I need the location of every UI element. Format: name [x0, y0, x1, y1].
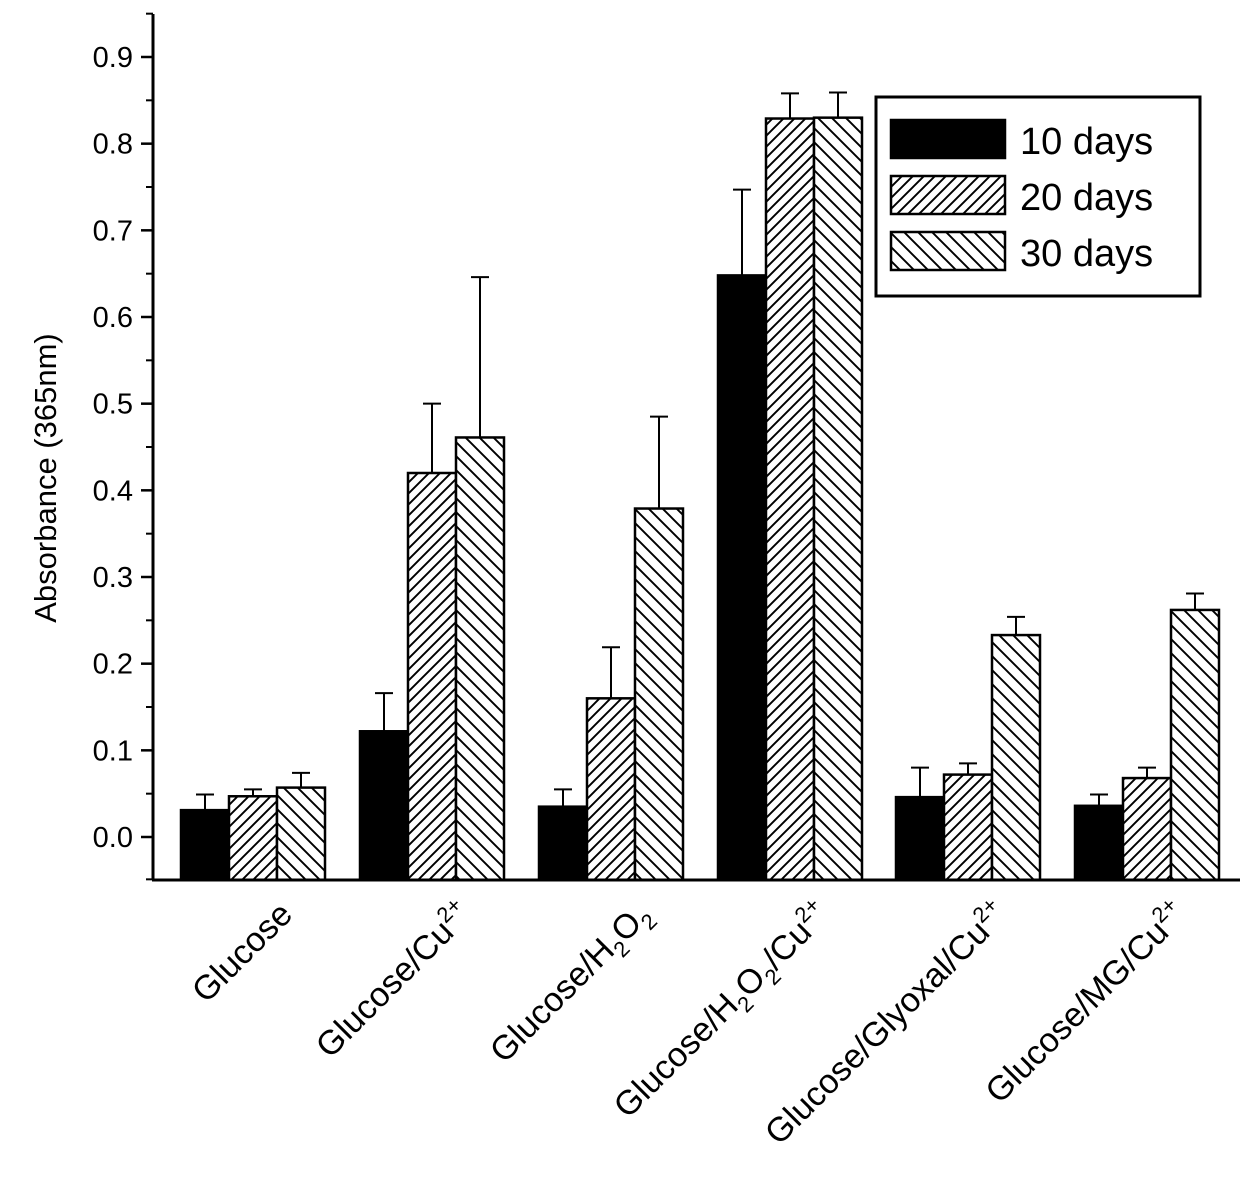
bar-glucose-h2o2-cu-s1: [716, 274, 768, 882]
category-label-glucose-h2o2: Glucose/H2O2: [483, 895, 662, 1074]
bar-glucose-mg-cu-s3: [1169, 608, 1221, 882]
y-tick-label: 0.6: [93, 302, 133, 334]
bar-glucose-mg-cu-s2: [1121, 776, 1173, 882]
bar-glucose-cu-s2: [406, 471, 458, 882]
legend-label-s1: 10 days: [1020, 121, 1153, 163]
y-tick-label: 0.9: [93, 42, 133, 74]
y-tick-label: 0.4: [93, 475, 133, 507]
category-label-part: Glucose/Cu: [309, 913, 461, 1065]
category-label-part: Glucose/MG/Cu: [978, 913, 1176, 1111]
category-labels: Glucose Glucose/Cu2+Glucose/H2O2Glucose/H…: [185, 892, 1193, 1152]
bar-glucose-s3: [275, 786, 327, 882]
category-label-glucose-mg-cu: Glucose/MG/Cu2+: [975, 892, 1193, 1110]
bar-glucose-s2: [227, 795, 279, 882]
y-axis-ticks: 0.0 0.1 0.2 0.3 0.4 0.5 0.6 0.7 0.8 0.9: [93, 12, 153, 881]
legend-label-s3: 30 days: [1020, 233, 1153, 275]
legend: 10 days 20 days 30 days: [874, 95, 1202, 298]
category-label-part: Glucose: [185, 895, 300, 1010]
category-label-glucose: Glucose: [185, 895, 300, 1010]
bars: [179, 116, 1221, 882]
y-tick-label: 0.7: [93, 215, 133, 247]
bar-glucose-h2o2-cu-s3: [812, 116, 864, 882]
legend-swatch-s1: [889, 118, 1007, 160]
y-axis-title: Absorbance (365nm): [28, 333, 63, 623]
bar-glucose-cu-s3: [454, 436, 506, 882]
bar-glucose-h2o2-cu-s2: [764, 117, 816, 882]
bar-glucose-mg-cu-s1: [1073, 804, 1125, 882]
error-bars: [196, 91, 1204, 811]
legend-swatch-s2: [889, 174, 1007, 216]
bar-glucose-cu-s1: [358, 730, 410, 882]
bar-glucose-glyoxal-cu-s3: [990, 633, 1042, 882]
category-label-part: Glucose/H: [607, 986, 746, 1125]
bar-glucose-glyoxal-cu-s1: [894, 795, 946, 882]
bar-glucose-s1: [179, 808, 231, 882]
y-tick-label: 0.3: [93, 562, 133, 594]
bar-glucose-h2o2-s1: [537, 805, 589, 882]
y-tick-label: 0.8: [93, 129, 133, 161]
y-tick-label: 0.1: [93, 735, 133, 767]
y-tick-label: 0.2: [93, 649, 133, 681]
y-tick-label: 0.5: [93, 389, 133, 421]
legend-label-s2: 20 days: [1020, 177, 1153, 219]
y-tick-label: 0.0: [93, 822, 133, 854]
legend-swatch-s3: [889, 230, 1007, 272]
bar-glucose-h2o2-s3: [633, 507, 685, 882]
category-label-part: Glucose/H: [483, 931, 622, 1070]
bar-glucose-h2o2-s2: [585, 697, 637, 882]
bar-glucose-glyoxal-cu-s2: [942, 773, 994, 882]
category-label-glucose-cu: Glucose/Cu2+: [306, 892, 479, 1065]
